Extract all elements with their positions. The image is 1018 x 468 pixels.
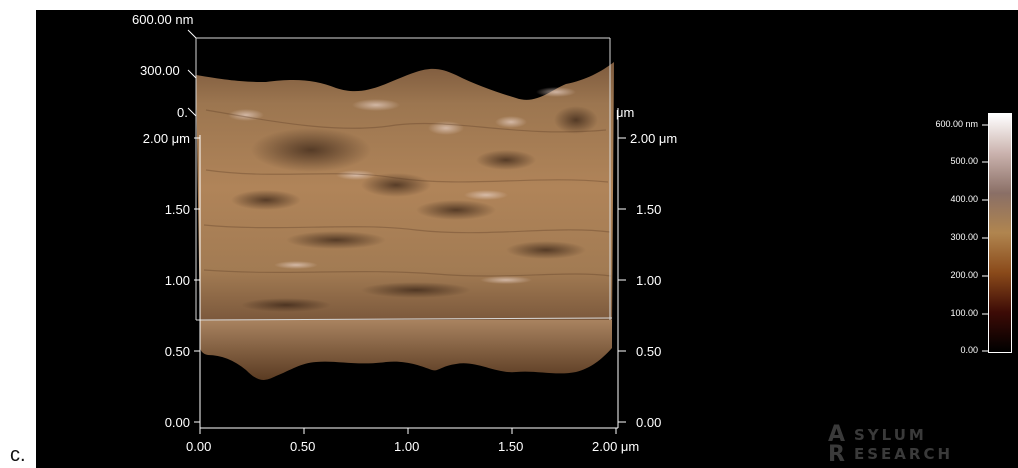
colorbar-tick-label: 600.00 nm bbox=[935, 119, 978, 129]
x-tick-label: 1.00 bbox=[394, 439, 420, 454]
afm-surface-render bbox=[187, 29, 626, 434]
y-right-tick-label: 0.00 bbox=[636, 415, 662, 430]
color-scale-bar bbox=[988, 113, 1012, 353]
y-right-tick-label: 0.50 bbox=[636, 344, 662, 359]
colorbar-tick-label: 400.00 bbox=[950, 194, 978, 204]
colorbar-tick-label: 300.00 bbox=[950, 232, 978, 242]
y-right-tick-label: 1.50 bbox=[636, 202, 662, 217]
y-left-tick-label: 0.00 bbox=[164, 415, 190, 430]
logo-mark-r: R bbox=[828, 442, 845, 467]
z-axis-low-label: 0. bbox=[177, 105, 188, 120]
y-right-tick-label: 2.00 μm bbox=[630, 131, 678, 146]
colorbar-tick-label: 0.00 bbox=[960, 345, 978, 355]
colorbar-tick-label: 500.00 bbox=[950, 156, 978, 166]
x-tick-label: 0.00 bbox=[186, 439, 212, 454]
z-axis-mid-label: 300.00 bbox=[140, 63, 180, 78]
logo-mark-a: A bbox=[828, 422, 846, 447]
y-left-tick-label: 1.50 bbox=[164, 202, 190, 217]
logo-line-2: ESEARCH bbox=[854, 445, 954, 463]
color-scale-ticks bbox=[982, 124, 988, 352]
colorbar-tick-label: 100.00 bbox=[950, 308, 978, 318]
y-left-tick-label: 1.00 bbox=[164, 273, 190, 288]
x-tick-label: 1.50 bbox=[498, 439, 524, 454]
z-axis-top-label: 600.00 nm bbox=[132, 12, 194, 27]
y-right-tick-label: 1.00 bbox=[636, 273, 662, 288]
logo-line-1: SYLUM bbox=[854, 426, 927, 444]
surface-front-edge bbox=[200, 320, 612, 380]
asylum-research-logo: A R SYLUM ESEARCH bbox=[826, 422, 996, 467]
y-left-tick-label: 2.00 μm bbox=[142, 131, 190, 146]
y-right-partial-unit: μm bbox=[616, 105, 635, 120]
afm-3d-render-panel: 600.00 nm 300.00 0. 2.00 μm 1.50 1.00 0.… bbox=[36, 10, 1018, 468]
color-scale-gradient bbox=[989, 114, 1011, 352]
x-tick-label: 0.50 bbox=[290, 439, 316, 454]
panel-label: c. bbox=[10, 444, 26, 466]
x-tick-label: 2.00 μm bbox=[592, 439, 640, 454]
y-left-tick-label: 0.50 bbox=[164, 344, 190, 359]
colorbar-tick-label: 200.00 bbox=[950, 270, 978, 280]
